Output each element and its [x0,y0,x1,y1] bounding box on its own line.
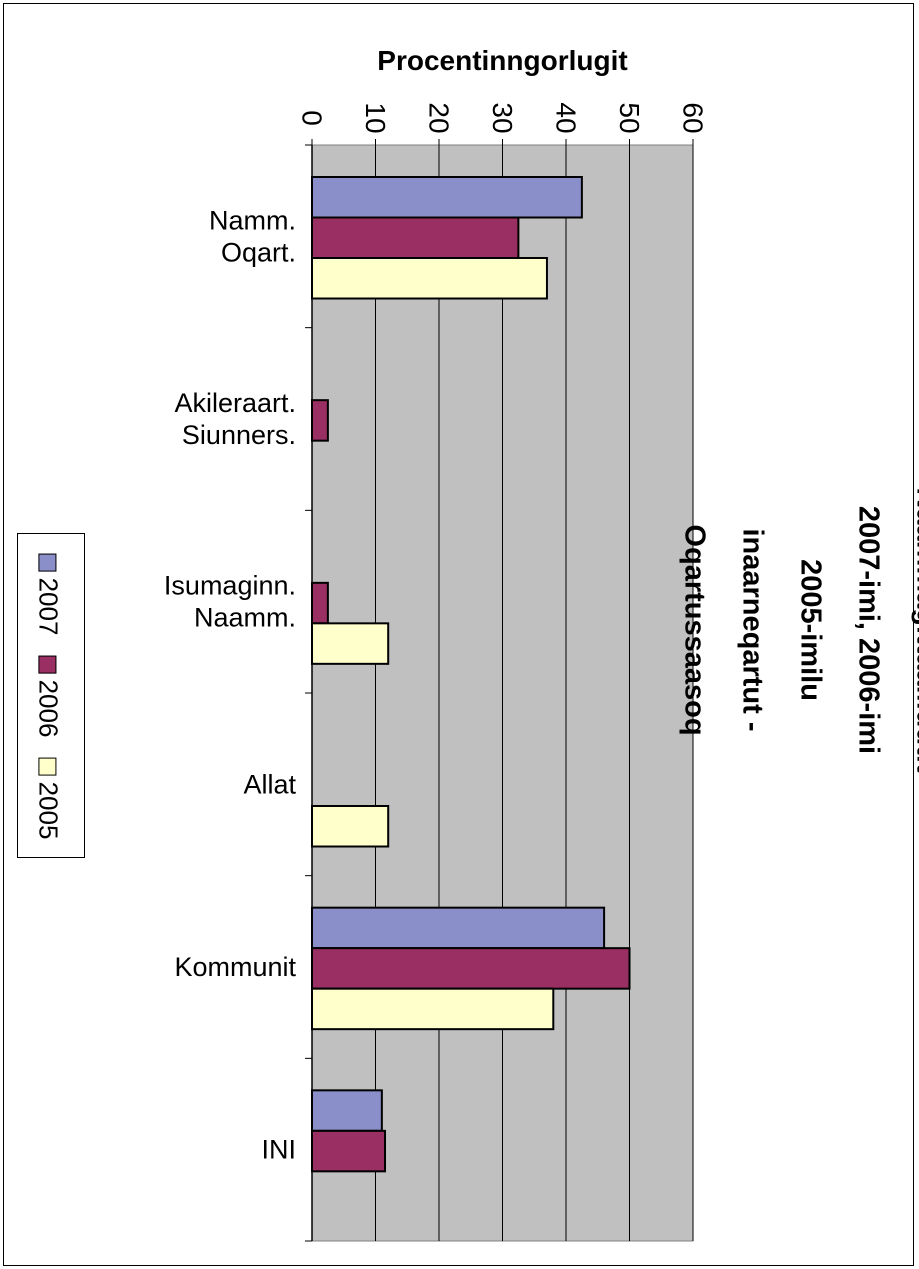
legend-swatch-2006 [39,655,57,674]
bar-2007-4 [311,906,606,950]
tick-label: 40 [551,102,582,133]
bar-2006-2 [311,581,329,625]
chart-frame [3,3,914,1266]
bar-2006-0 [311,216,520,259]
legend-label-2006: 2006 [33,679,64,737]
bar-2005-3 [311,805,390,848]
legend-swatch-2005 [39,757,57,776]
tick-label: 0 [297,110,328,126]
value-axis-label: Procentinngorlugit [377,45,627,76]
bar-2006-4 [311,947,631,990]
tick-label: 20 [424,102,455,133]
bar-2006-5 [311,1129,387,1173]
chart-title: Assiliartaq 2 - Naammagittaalliuutit 200… [679,487,919,773]
legend-item-2005: 2005 [28,750,68,846]
tick-label: 50 [614,102,645,133]
bar-2006-1 [311,399,329,442]
tick-label: 60 [678,102,709,133]
legend-item-2007: 2007 [28,546,68,642]
chart-title-container: Assiliartaq 2 - Naammagittaalliuutit 200… [679,130,919,1130]
legend-item-2006: 2006 [28,648,68,744]
bar-2005-0 [311,257,548,300]
legend-label-2005: 2005 [33,781,64,839]
category-label: Kommunit [174,952,296,982]
bar-2007-5 [311,1089,383,1132]
bar-2005-4 [311,987,555,1031]
bar-2007-0 [311,176,583,219]
category-label: Akileraart. Siunners. [174,388,296,450]
legend: 2007 2006 2005 [17,533,85,858]
tick-label: 10 [360,102,391,133]
legend-label-2007: 2007 [33,577,64,635]
category-label: Allat [243,769,296,799]
legend-swatch-2007 [39,553,57,572]
category-label: Namm. Oqart. [209,205,296,267]
bar-2005-2 [311,622,390,665]
category-label: Isumaginn. Naamm. [164,571,296,633]
category-label: INI [261,1135,296,1165]
tick-label: 30 [487,102,518,133]
